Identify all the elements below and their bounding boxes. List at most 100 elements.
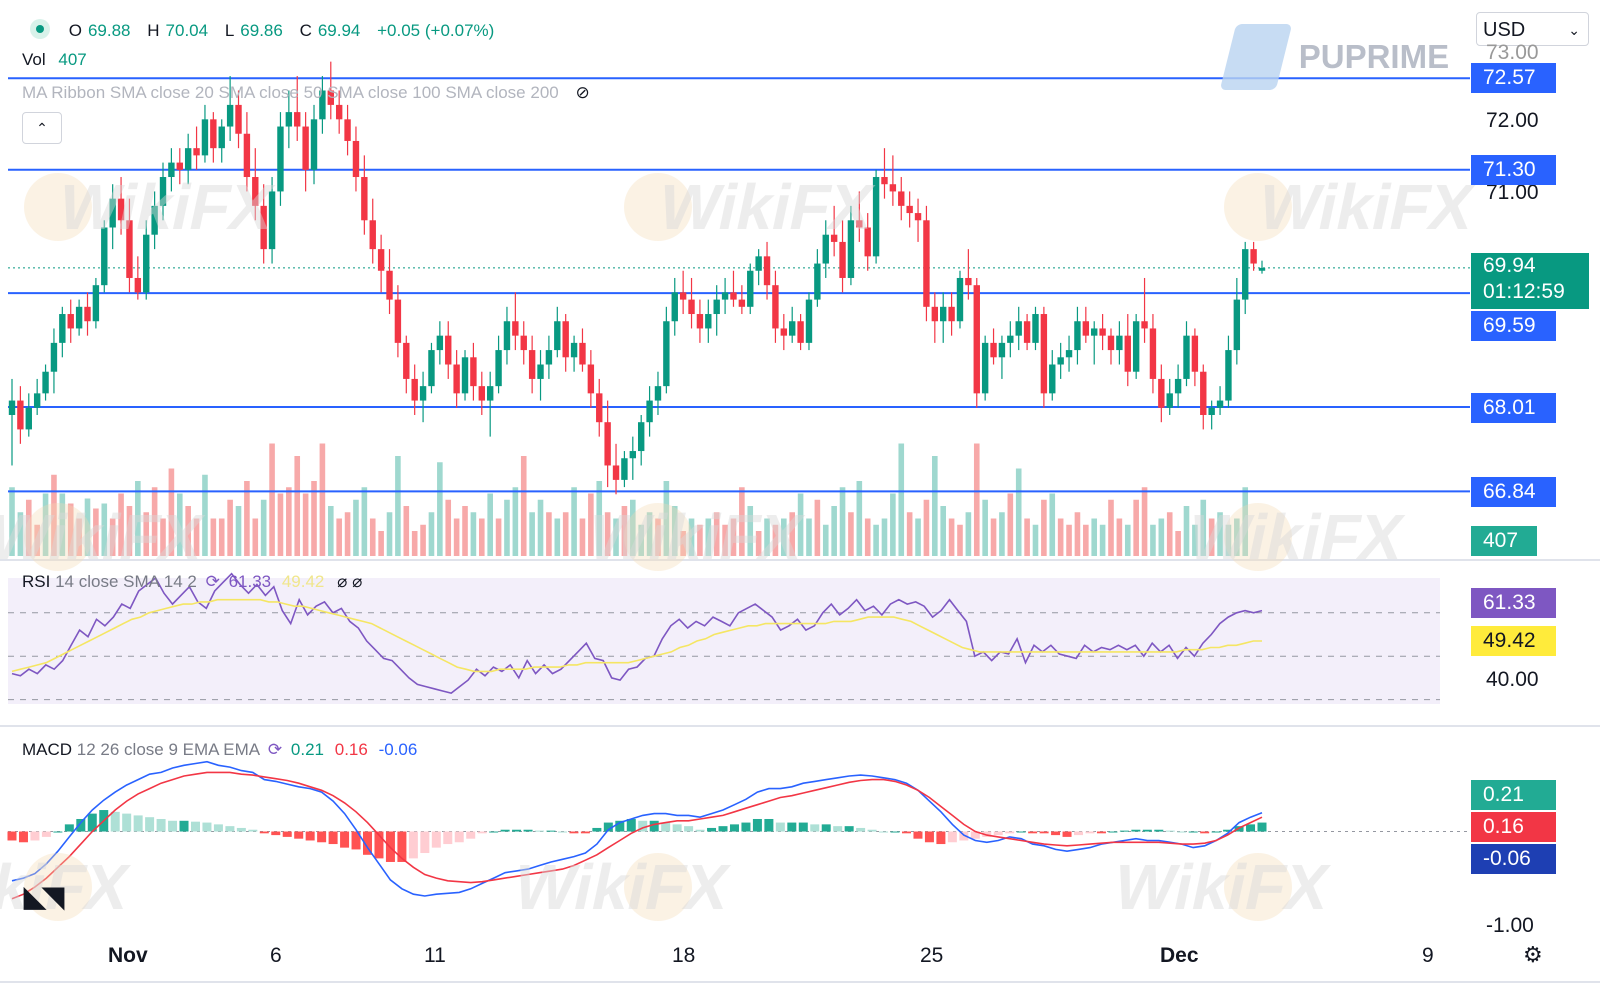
candle-body [637, 422, 645, 452]
volume-bar [1074, 512, 1081, 556]
macd-signal-tag[interactable]: 0.16 [1471, 812, 1556, 842]
volume-bar [462, 506, 468, 556]
volume-bar [747, 506, 754, 556]
macd-legend[interactable]: MACD 12 26 close 9 EMA EMA ⟳ 0.21 0.16 -… [22, 740, 417, 760]
collapse-legend-button[interactable]: ⌃ [22, 112, 62, 144]
macd-histogram-bar [833, 826, 843, 832]
volume-bar [126, 506, 133, 556]
candle-body [562, 321, 569, 358]
volume-bar [831, 506, 837, 556]
candle-body [537, 364, 544, 379]
refresh-icon[interactable]: ⟳ [267, 740, 283, 759]
refresh-icon[interactable]: ⟳ [205, 572, 220, 591]
macd-histogram-bar [603, 822, 613, 832]
macd-histogram-bar [18, 831, 28, 843]
candle-body [285, 112, 293, 127]
macd-histogram-bar [557, 831, 567, 833]
volume-bar [302, 493, 309, 556]
macd-tick-neg1: -1.00 [1486, 914, 1534, 937]
volume-bar [101, 503, 108, 556]
macd-histogram-bar [282, 831, 292, 837]
candle-body [268, 191, 276, 250]
level-tag-68-01[interactable]: 68.01 [1471, 393, 1556, 423]
macd-histogram-bar [305, 831, 315, 841]
volume-bar [797, 493, 804, 556]
volume-bar [25, 499, 32, 556]
macd-histogram-bar [821, 824, 831, 832]
macd-histogram-bar [454, 831, 464, 843]
macd-histogram-bar [87, 813, 97, 832]
macd-histogram-bar [145, 817, 155, 832]
volume-bar [839, 487, 846, 556]
macd-histogram-bar [879, 831, 889, 833]
candle-body [151, 205, 158, 235]
volume-bar [168, 468, 175, 556]
time-label-18: 18 [672, 944, 696, 967]
macd-histogram-bar [76, 818, 86, 832]
macd-histogram-bar [1028, 831, 1038, 834]
macd-histogram-bar [535, 830, 545, 832]
level-tag-71-30[interactable]: 71.30 [1471, 155, 1556, 185]
macd-histogram-bar [340, 831, 350, 848]
market-status-icon [30, 19, 50, 39]
candle-body [998, 342, 1006, 358]
candle-body [184, 148, 192, 170]
candle-body [679, 292, 687, 300]
volume-bar [764, 518, 770, 556]
macd-histogram-bar [512, 829, 522, 832]
candle-body [705, 314, 712, 329]
macd-histogram-bar [580, 831, 590, 834]
macd-histogram-bar [890, 831, 900, 833]
macd-histogram-tag[interactable]: -0.06 [1471, 844, 1556, 874]
open-value: 69.88 [87, 21, 131, 40]
volume-bar [1124, 524, 1131, 556]
volume-bar [814, 499, 821, 556]
macd-histogram-bar [30, 831, 40, 841]
candle-body [1049, 364, 1056, 394]
rsi-tag[interactable]: 61.33 [1471, 588, 1556, 618]
wikifx-watermark-icon [624, 853, 692, 921]
volume-tag[interactable]: 407 [1471, 526, 1537, 556]
currency-select[interactable]: USD ⌄ [1476, 12, 1589, 46]
level-tag-72-57[interactable]: 72.57 [1471, 63, 1556, 93]
macd-histogram-bar [328, 831, 338, 845]
level-tag-66-84[interactable]: 66.84 [1471, 477, 1556, 507]
ma-ribbon-label: MA Ribbon SMA close 20 SMA close 50 SMA … [22, 83, 559, 102]
macd-histogram-bar [810, 824, 820, 832]
volume-bar [848, 512, 854, 556]
volume-bar [772, 524, 779, 556]
volume-bar [864, 518, 871, 556]
candle-body [42, 371, 49, 394]
candle-body [218, 126, 225, 149]
volume-bar [529, 512, 535, 556]
candle-body [1132, 321, 1140, 372]
current-price-tag[interactable]: 69.94 01:12:59 [1471, 253, 1589, 309]
tradingview-logo[interactable]: ◣◥ [24, 881, 64, 912]
volume-bar [1032, 524, 1039, 556]
hidden-eye-icon[interactable]: ⊘ [575, 83, 590, 102]
macd-tag[interactable]: 0.21 [1471, 780, 1556, 810]
volume-bar [1183, 506, 1190, 556]
volume-legend[interactable]: Vol 407 [22, 50, 87, 70]
macd-histogram-bar [626, 818, 636, 832]
volume-bar [546, 512, 552, 556]
macd-histogram-bar [1074, 831, 1084, 836]
rsi-sma-tag[interactable]: 49.42 [1471, 626, 1556, 656]
candle-body [1065, 350, 1073, 358]
ma-ribbon-legend[interactable]: MA Ribbon SMA close 20 SMA close 50 SMA … [22, 83, 590, 103]
rsi-legend[interactable]: RSI 14 close SMA 14 2 ⟳ 61.33 49.42 ⌀ ⌀ [22, 572, 362, 592]
candle-body [1200, 371, 1207, 415]
volume-bar [940, 506, 947, 556]
macd-histogram-bar [867, 829, 877, 832]
macd-histogram-bar [936, 831, 946, 845]
level-tag-69-59[interactable]: 69.59 [1471, 311, 1556, 341]
macd-histogram-bar [408, 831, 418, 859]
volume-bar [227, 499, 233, 556]
volume-bar [327, 506, 334, 556]
macd-histogram-bar [1096, 831, 1106, 834]
candle-body [461, 357, 469, 394]
volume-bar [999, 512, 1005, 556]
volume-bar [713, 512, 720, 556]
settings-gear-icon[interactable]: ⚙ [1523, 942, 1543, 967]
